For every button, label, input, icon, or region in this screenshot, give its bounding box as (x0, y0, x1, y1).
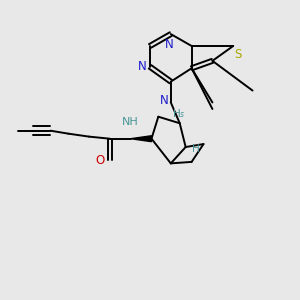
Text: S: S (235, 48, 242, 62)
Text: s: s (180, 110, 184, 119)
Text: H: H (192, 143, 200, 154)
Text: N: N (160, 94, 168, 107)
Text: NH: NH (122, 117, 139, 128)
Text: O: O (95, 154, 104, 167)
Text: N: N (165, 38, 174, 51)
Text: H: H (173, 109, 181, 119)
Polygon shape (131, 136, 152, 142)
Text: N: N (138, 60, 146, 73)
